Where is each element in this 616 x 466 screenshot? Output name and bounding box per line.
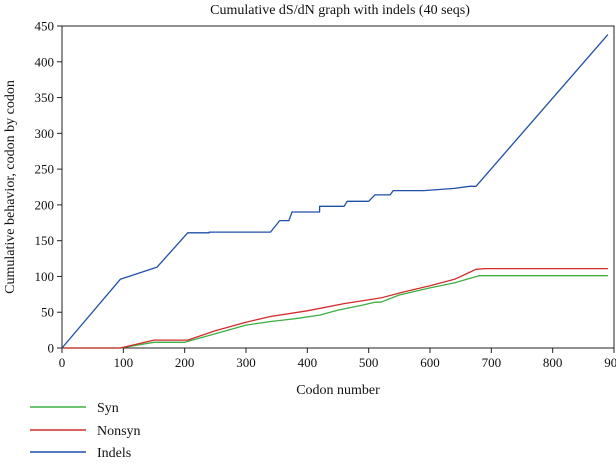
series-line-nonsyn [62,269,608,348]
legend-label-syn: Syn [97,401,119,416]
series-line-syn [62,276,608,348]
y-tick-label: 250 [35,162,55,177]
y-tick-label: 50 [41,305,54,320]
legend-label-nonsyn: Nonsyn [97,424,141,439]
x-tick-label: 400 [298,355,318,370]
x-tick-label: 800 [543,355,563,370]
x-tick-label: 100 [114,355,134,370]
x-tick-label: 300 [236,355,256,370]
y-tick-label: 150 [35,233,55,248]
x-tick-label: 200 [175,355,195,370]
x-tick-label: 900 [604,355,616,370]
y-tick-label: 200 [35,197,55,212]
series-layer [62,35,608,348]
y-tick-label: 450 [35,19,55,34]
chart-title: Cumulative dS/dN graph with indels (40 s… [210,3,470,18]
x-tick-label: 500 [359,355,379,370]
y-tick-label: 300 [35,126,55,141]
y-tick-label: 400 [35,54,55,69]
y-axis-label: Cumulative behavior, codon by codon [3,80,18,294]
plot-area-frame [62,26,614,348]
legend: Syn Nonsyn Indels [30,401,141,461]
tick-layer: 0 100 200 300 400 500 600 700 800 900 0 50 100 150 200… [35,19,616,371]
x-tick-label: 600 [420,355,440,370]
legend-label-indels: Indels [97,446,131,461]
y-tick-label: 350 [35,90,55,105]
series-line-indels [62,35,608,348]
x-tick-label: 0 [59,355,66,370]
y-tick-label: 0 [48,341,55,356]
x-tick-label: 700 [482,355,502,370]
x-axis-label: Codon number [296,383,380,398]
y-tick-label: 100 [35,269,55,284]
